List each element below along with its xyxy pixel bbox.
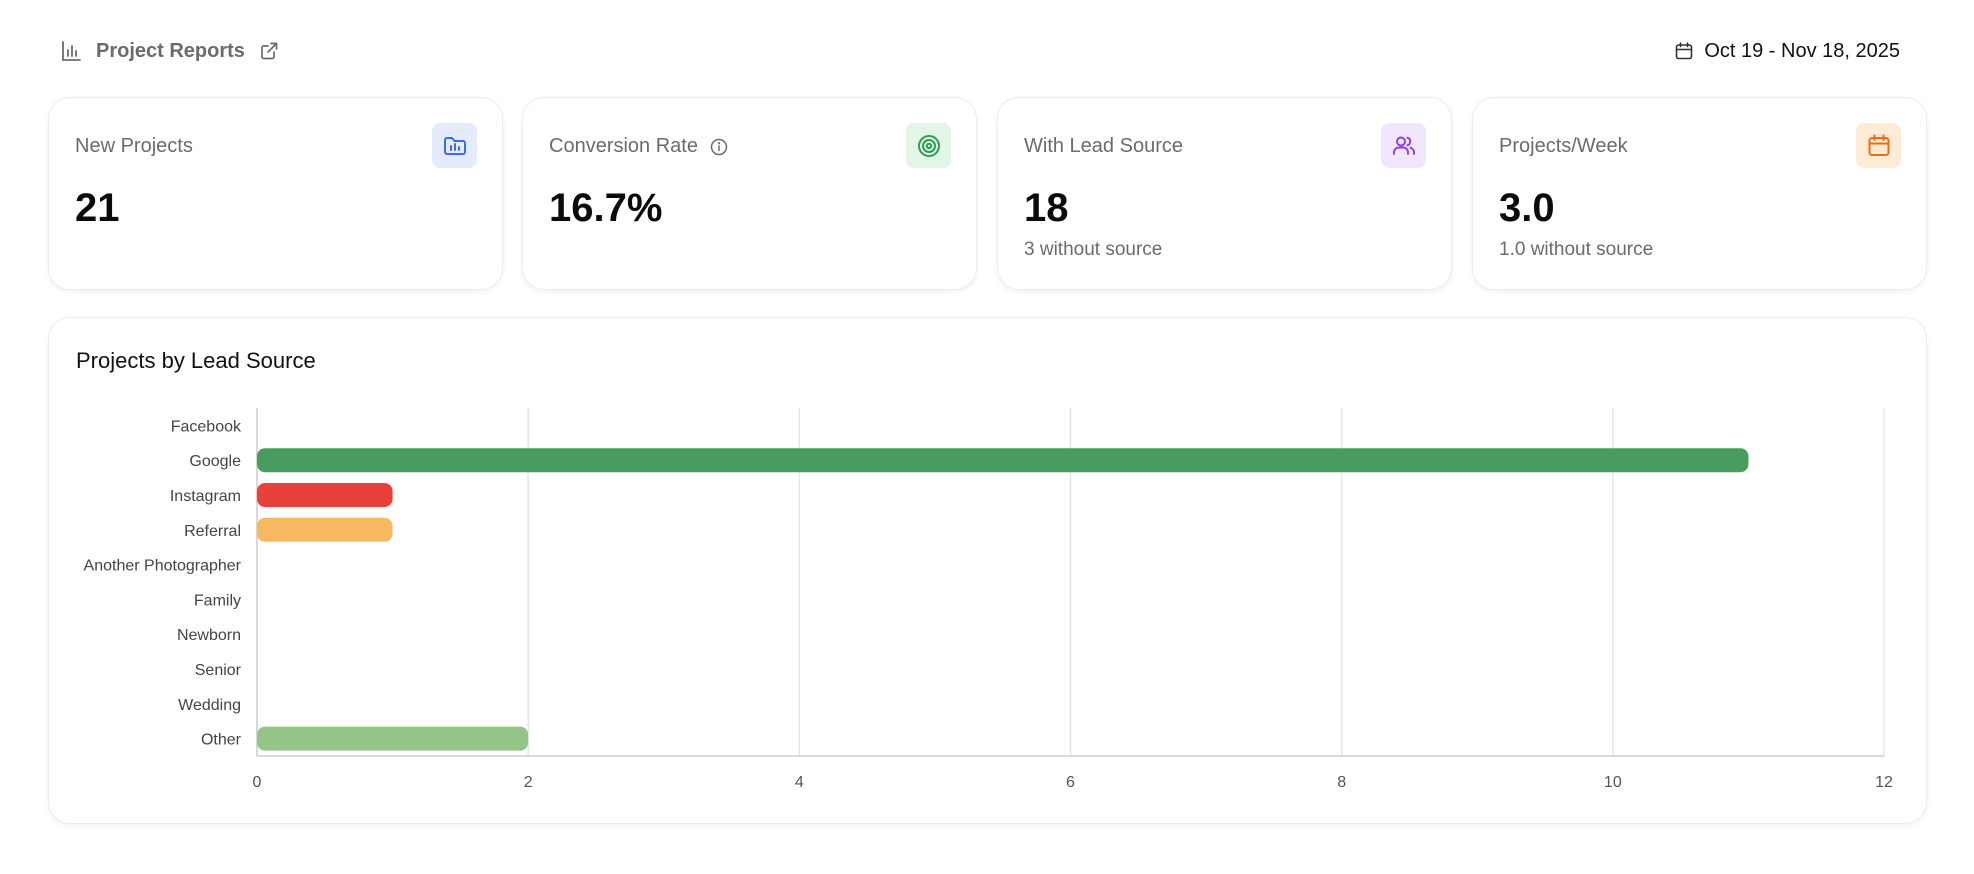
bar: [257, 517, 393, 542]
stat-label: New Projects: [75, 135, 193, 157]
x-tick-label: 10: [1604, 774, 1622, 791]
category-label: Facebook: [171, 418, 242, 435]
x-tick-label: 12: [1875, 774, 1893, 791]
stat-value: 18: [1024, 186, 1069, 230]
users-icon: [1381, 123, 1426, 168]
category-label: Other: [201, 732, 242, 749]
date-range-picker[interactable]: Oct 19 - Nov 18, 2025: [1674, 36, 1900, 66]
calendar-icon: [1674, 41, 1694, 61]
stat-card-new-projects: New Projects 21: [48, 97, 503, 290]
x-tick-label: 2: [524, 774, 533, 791]
bar: [257, 483, 393, 507]
stat-label: Conversion Rate: [549, 135, 728, 158]
stat-value: 3.0: [1499, 186, 1555, 230]
stat-subtext: 3 without source: [1024, 239, 1163, 260]
report-title-group: Project Reports: [60, 36, 279, 66]
category-label: Another Photographer: [84, 558, 242, 575]
category-label: Family: [194, 592, 241, 609]
target-icon: [906, 123, 951, 168]
info-icon[interactable]: [710, 138, 728, 156]
category-label: Newborn: [177, 627, 241, 644]
folder-chart-icon: [432, 123, 477, 168]
calendar-icon: [1856, 123, 1901, 168]
chart-title: Projects by Lead Source: [76, 348, 316, 373]
x-tick-label: 0: [253, 774, 262, 791]
bar: [257, 448, 1749, 473]
page-header: Project Reports Oct 19 - Nov 18, 2025: [60, 36, 1914, 66]
stat-value: 21: [75, 186, 120, 230]
bar: [257, 726, 529, 751]
x-tick-label: 8: [1337, 774, 1346, 791]
page-title: Project Reports: [96, 39, 245, 62]
category-label: Wedding: [178, 697, 241, 714]
category-label: Referral: [184, 523, 241, 540]
chart-card: Projects by Lead Source 0 2 4 6 8 10 12 Faceboo…: [48, 317, 1927, 824]
date-range-text: Oct 19 - Nov 18, 2025: [1704, 39, 1900, 62]
category-label: Google: [189, 453, 241, 470]
category-label: Instagram: [170, 488, 241, 505]
stat-label: Projects/Week: [1499, 135, 1628, 157]
category-label: Senior: [195, 662, 242, 679]
lead-source-bar-chart: 0 2 4 6 8 10 12 Facebook Google Instagram Referral…: [84, 408, 1893, 791]
x-tick-label: 6: [1066, 774, 1075, 791]
x-tick-label: 4: [795, 774, 804, 791]
bar-chart-icon: [60, 40, 82, 62]
stat-label: With Lead Source: [1024, 135, 1183, 157]
stat-card-projects-week: Projects/Week 3.0 1.0 without source: [1472, 97, 1927, 290]
external-link-icon[interactable]: [259, 41, 279, 61]
stat-card-with-lead-source: With Lead Source 18 3 without source: [997, 97, 1452, 290]
stat-card-conversion-rate: Conversion Rate 16.7%: [522, 97, 977, 290]
stat-subtext: 1.0 without source: [1499, 239, 1654, 260]
stat-value: 16.7%: [549, 186, 663, 230]
